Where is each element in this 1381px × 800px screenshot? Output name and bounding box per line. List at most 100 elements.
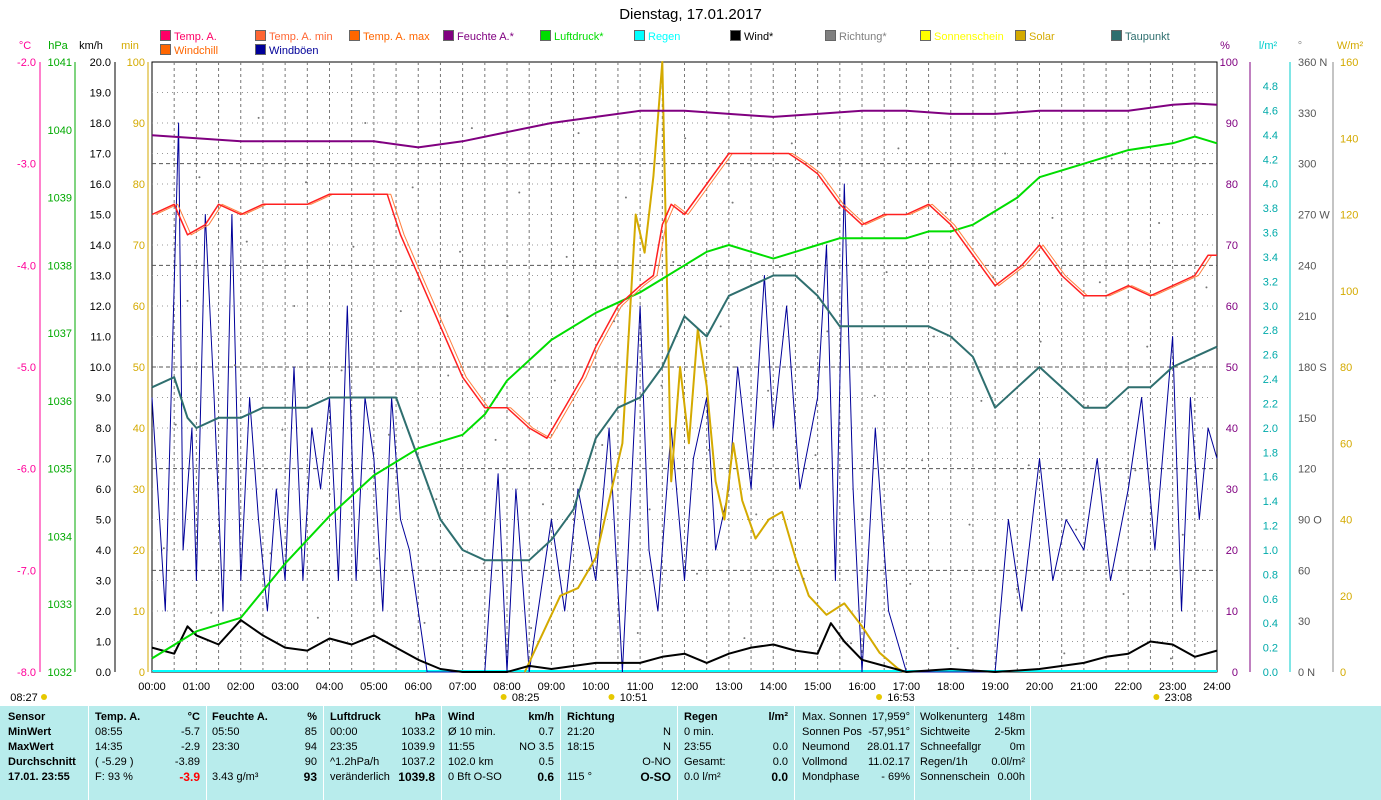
kmh-tick-label: 16.0 xyxy=(90,179,111,191)
legend-swatch xyxy=(1111,30,1122,41)
kmh-tick-label: 8.0 xyxy=(96,423,111,435)
temp-max-time: 14:35 xyxy=(95,741,123,753)
kmh-tick-label: 4.0 xyxy=(96,545,111,557)
wm2-tick-label: 40 xyxy=(1340,515,1352,527)
series-richtung-point xyxy=(624,196,627,199)
series-richtung-point xyxy=(861,518,864,521)
series-richtung-point xyxy=(162,547,165,550)
series-richtung-point xyxy=(482,562,485,565)
time-tick-label: 14:00 xyxy=(759,681,787,693)
legend-swatch xyxy=(1015,30,1026,41)
dir-tick-label: 30 xyxy=(1298,616,1310,628)
series-feuchte xyxy=(151,102,1218,149)
series-wind xyxy=(151,619,1218,673)
legend-swatch xyxy=(255,30,266,41)
rain-tick-label: 2.0 xyxy=(1263,423,1278,435)
astro-value: 11.02.17 xyxy=(867,756,910,768)
hpa-tick-label: 1041 xyxy=(48,57,72,69)
legend-entry: Feuchte A.* xyxy=(443,30,514,43)
time-tick-label: 13:00 xyxy=(715,681,743,693)
rain-tick-label: 1.4 xyxy=(1263,496,1278,508)
feuchte-header: Feuchte A. xyxy=(212,711,268,723)
time-tick-label: 01:00 xyxy=(183,681,211,693)
series-richtung-point xyxy=(743,637,746,640)
time-tick-label: 00:00 xyxy=(138,681,166,693)
rain-tick-label: 0.6 xyxy=(1263,594,1278,606)
feuchte-abs: 3.43 g/m³ xyxy=(212,771,259,783)
pct-tick-label: 0 xyxy=(1232,667,1238,679)
axis-unit-label: W/m² xyxy=(1337,40,1364,52)
rain-tick-label: 1.2 xyxy=(1263,521,1278,533)
stats-misc-col: Wolkenunterg 148m Sichtweite 2-5km Schneef… xyxy=(920,710,1025,785)
event-label: 16:53 xyxy=(887,692,915,704)
series-richtung-point xyxy=(435,498,438,501)
time-tick-label: 18:00 xyxy=(937,681,965,693)
rain-tick-label: 1.6 xyxy=(1263,472,1278,484)
min-tick-label: 70 xyxy=(133,240,145,252)
temp-unit: °C xyxy=(187,711,200,723)
legend-swatch xyxy=(349,30,360,41)
temp-tick-label: -3.0 xyxy=(17,159,36,171)
kmh-tick-label: 17.0 xyxy=(90,149,111,161)
temp-tick-label: -8.0 xyxy=(17,667,36,679)
axis-unit-label: hPa xyxy=(48,40,68,52)
feuchte-max-time: 23:30 xyxy=(212,741,240,753)
rain-tick-label: 3.8 xyxy=(1263,203,1278,215)
min-tick-label: 40 xyxy=(133,423,145,435)
legend: Temp. A. Temp. A. min Temp. A. max Feuchte … xyxy=(0,30,1381,62)
rain-tick-label: 4.0 xyxy=(1263,179,1278,191)
pct-tick-label: 60 xyxy=(1226,301,1238,313)
rain-tick-label: 1.8 xyxy=(1263,447,1278,459)
legend-swatch xyxy=(825,30,836,41)
series-temp xyxy=(151,152,1217,439)
legend-entry: Solar xyxy=(1015,30,1055,43)
kmh-tick-label: 12.0 xyxy=(90,301,111,313)
rain-tick-label: 0.4 xyxy=(1263,618,1278,630)
axis-unit-label: min xyxy=(121,40,139,52)
temp-header: Temp. A. xyxy=(95,711,141,723)
legend-swatch xyxy=(634,30,645,41)
series-richtung-point xyxy=(1039,340,1042,343)
rain-tick-label: 2.2 xyxy=(1263,398,1278,410)
astro-value: - 69% xyxy=(881,771,910,783)
rain-tick-label: 3.6 xyxy=(1263,228,1278,240)
sun-marker xyxy=(41,694,47,700)
stats-regen-col: Regen l/m² 0 min. 23:55 0.0 Gesamt: 0.0 0.0… xyxy=(684,710,788,785)
kmh-tick-label: 19.0 xyxy=(90,88,111,100)
chart-title: Dienstag, 17.01.2017 xyxy=(619,6,762,23)
time-tick-label: 04:00 xyxy=(316,681,344,693)
dir-tick-label: 0 N xyxy=(1298,667,1315,679)
misc-value: 2-5km xyxy=(994,726,1025,738)
richtung-value: N xyxy=(663,726,671,738)
series-richtung-point xyxy=(1193,410,1196,413)
legend-entry: Temp. A. max xyxy=(349,30,430,43)
hpa-tick-label: 1035 xyxy=(48,464,72,476)
misc-value: 0.00h xyxy=(997,771,1025,783)
dir-tick-label: 60 xyxy=(1298,565,1310,577)
legend-entry: Windchill xyxy=(160,44,218,57)
hpa-tick-label: 1040 xyxy=(48,125,72,137)
wm2-tick-label: 140 xyxy=(1340,133,1358,145)
legend-label: Windchill xyxy=(174,45,219,57)
series-richtung-point xyxy=(707,449,710,452)
legend-label: Temp. A. max xyxy=(363,31,430,43)
series-luftdruck xyxy=(151,135,1218,660)
kmh-tick-label: 14.0 xyxy=(90,240,111,252)
series-richtung-point xyxy=(1027,464,1030,467)
series-richtung-point xyxy=(767,389,770,392)
rain-tick-label: 3.4 xyxy=(1263,252,1278,264)
hpa-tick-label: 1032 xyxy=(48,667,72,679)
series-richtung-point xyxy=(873,394,876,397)
event-label: 08:27 xyxy=(10,692,38,704)
series-richtung-point xyxy=(696,572,699,575)
series-richtung-point xyxy=(980,399,983,402)
series-richtung-point xyxy=(328,493,331,496)
series-richtung-point xyxy=(1004,152,1007,155)
legend-entry: Regen xyxy=(634,30,680,43)
legend-entry: Wind* xyxy=(730,30,773,43)
legend-label: Sonnenschein xyxy=(934,31,1004,43)
axis-unit-label: km/h xyxy=(79,40,103,52)
regen-header: Regen xyxy=(684,711,718,723)
hpa-tick-label: 1039 xyxy=(48,193,72,205)
time-tick-label: 11:00 xyxy=(627,681,654,693)
